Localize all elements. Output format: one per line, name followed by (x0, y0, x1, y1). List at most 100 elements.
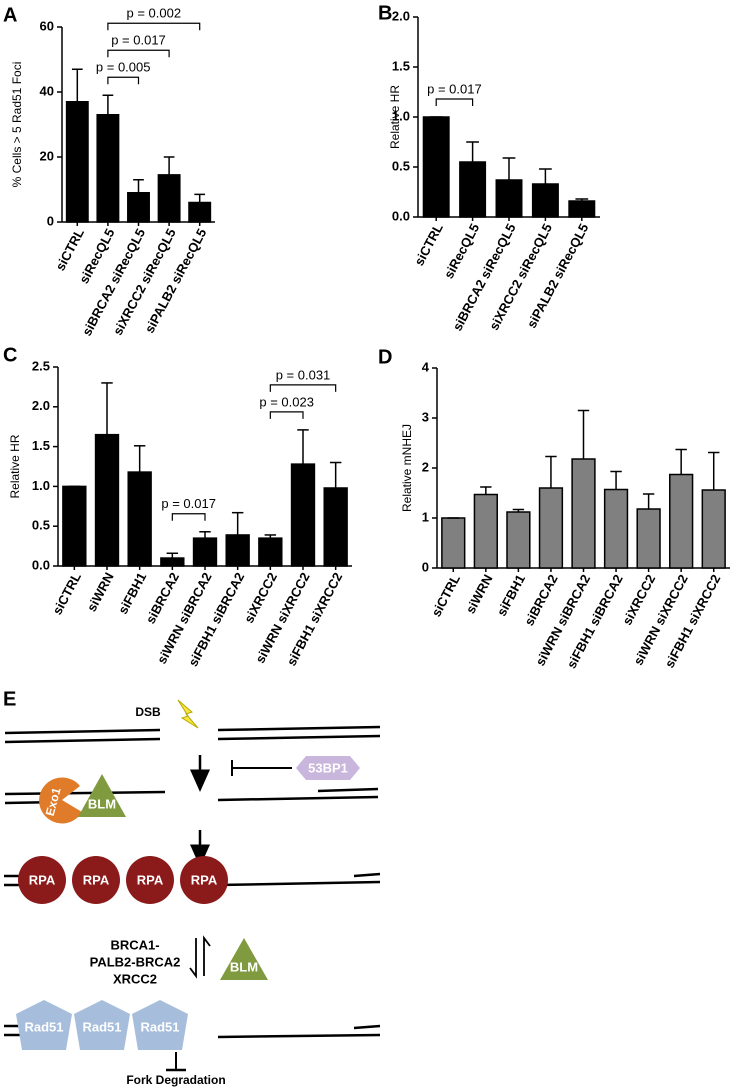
bar (531, 183, 559, 218)
significance-bracket (107, 76, 140, 85)
outcome-label: Fork Degradation (126, 1073, 225, 1087)
panel-label: A (3, 4, 17, 26)
bar (127, 471, 152, 567)
x-tick-label: siCTRL (52, 226, 87, 273)
dna (4, 728, 161, 735)
dna (4, 790, 166, 796)
p-value: p = 0.017 (161, 496, 216, 511)
bar (96, 114, 120, 223)
lightning (177, 699, 199, 729)
exo1-shape (39, 777, 82, 824)
dna (217, 1033, 381, 1039)
y-tick-label: 20 (40, 148, 54, 163)
bar (157, 174, 181, 223)
bar (188, 201, 212, 223)
rpa-label: RPA (191, 872, 218, 887)
y-tick-label: 2.0 (392, 8, 410, 23)
significance-bracket (107, 22, 201, 31)
bar (225, 534, 250, 567)
mediator-label: XRCC2 (113, 971, 157, 986)
significance-bracket (269, 384, 337, 392)
rad51-shape (16, 1000, 72, 1050)
x-tick-label: siCTRL (428, 572, 463, 619)
rpa-shape (18, 856, 66, 904)
bar (422, 116, 450, 218)
p-value: p = 0.023 (259, 394, 314, 409)
dna (317, 787, 379, 793)
y-tick-label: 2.5 (32, 358, 50, 373)
mediator-label: PALB2-BRCA2 (90, 954, 181, 969)
y-tick-label: 0.5 (32, 518, 50, 533)
rad51-shape (74, 1000, 130, 1050)
y-tick-label: 1.5 (32, 438, 50, 453)
bar (459, 161, 487, 218)
rad51-shape (132, 1000, 188, 1050)
bar (192, 537, 218, 567)
rad51-label: Rad51 (24, 1019, 63, 1034)
bar (571, 458, 596, 569)
rad51-label: Rad51 (140, 1019, 179, 1034)
bar (473, 493, 498, 569)
dna (217, 725, 381, 732)
blm-shape (78, 774, 126, 817)
blm-label: BLM (88, 796, 116, 811)
panel-e: E DSB 53BP1 Exo1 BLM RPA RPA RPA RPA BRC… (3, 688, 381, 1087)
bar (538, 487, 564, 569)
equilibrium-arrow (203, 935, 211, 976)
rpa-label: RPA (29, 872, 56, 887)
significance-bracket (269, 411, 304, 419)
bar (636, 508, 661, 569)
x-tick-label: siFBH1 (115, 570, 149, 617)
dna (217, 880, 381, 887)
bar (94, 433, 120, 567)
y-axis-label: Relative mNHEJ (400, 424, 414, 512)
p-value: p = 0.002 (127, 6, 182, 21)
dna (4, 737, 161, 744)
y-axis-label: Relative HR (388, 85, 402, 149)
y-tick-label: 1 (422, 509, 429, 524)
y-tick-label: 2 (422, 459, 429, 474)
dna (353, 872, 381, 878)
y-tick-label: 1.0 (32, 478, 50, 493)
bar (258, 537, 283, 567)
x-tick-label: siFBH1 (494, 572, 528, 619)
rad51-label: Rad51 (82, 1019, 121, 1034)
y-tick-label: 40 (40, 83, 54, 98)
panel-label: D (378, 346, 392, 368)
x-tick-label: siCTRL (411, 221, 446, 268)
x-tick-label: siWRN (463, 572, 496, 616)
bar (506, 511, 531, 569)
mediator-label: BRCA1- (110, 937, 159, 952)
y-axis-label: Relative HR (8, 434, 22, 498)
blm-label: BLM (230, 959, 258, 974)
dna (217, 734, 381, 741)
y-tick-label: 3 (422, 409, 429, 424)
panel-label: E (3, 688, 16, 710)
bar (62, 485, 87, 567)
rpa-shape (126, 856, 174, 904)
significance-bracket (435, 98, 474, 106)
bar (323, 487, 348, 567)
p-value: p = 0.017 (427, 81, 482, 96)
equilibrium-arrow (189, 938, 197, 979)
y-tick-label: 4 (422, 359, 430, 374)
y-tick-label: 1.0 (392, 108, 410, 123)
bar (290, 463, 316, 567)
y-tick-label: 0.0 (32, 557, 50, 572)
y-tick-label: 0 (47, 213, 54, 228)
rpa-shape (180, 856, 228, 904)
x-tick-label: siWRN (84, 570, 117, 614)
blm-shape (220, 938, 268, 980)
rpa-label: RPA (83, 872, 110, 887)
bar (127, 192, 150, 223)
panel-label: C (3, 344, 17, 366)
x-tick-label: siCTRL (49, 570, 84, 617)
panel-label: B (378, 2, 392, 24)
y-tick-label: 0.0 (392, 208, 410, 223)
bar (701, 489, 726, 569)
y-tick-label: 1.5 (392, 58, 410, 73)
y-tick-label: 0 (422, 559, 429, 574)
bar (160, 557, 185, 567)
